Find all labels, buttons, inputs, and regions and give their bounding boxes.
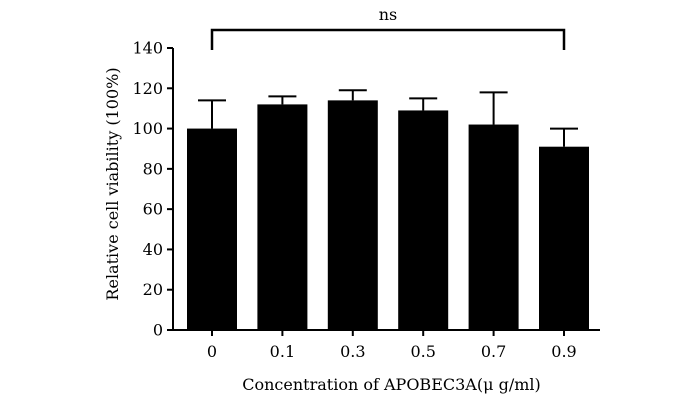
bar	[468, 124, 519, 331]
y-tick-label: 20	[143, 280, 163, 299]
x-tick-label: 0.1	[270, 342, 295, 361]
x-axis-title: Concentration of APOBEC3A(μ g/ml)	[242, 375, 540, 394]
bar	[257, 104, 308, 331]
significance-bracket: ns	[210, 5, 566, 50]
x-tick-label: 0.7	[481, 342, 506, 361]
x-tick-label: 0.5	[410, 342, 435, 361]
y-tick-label: 120	[132, 79, 163, 98]
error-bars	[198, 89, 578, 147]
x-tick-label: 0	[207, 342, 217, 361]
bar	[187, 128, 237, 330]
bar	[398, 110, 449, 330]
y-tick-label: 0	[153, 321, 163, 340]
bars	[187, 100, 589, 331]
x-tick-label: 0.3	[340, 342, 365, 361]
bar	[327, 100, 378, 330]
y-tick-label: 40	[143, 240, 163, 259]
x-ticks: 0 0.1 0.3 0.5 0.7 0.9	[207, 330, 577, 361]
significance-bracket-line	[210, 28, 566, 50]
y-ticks: 0 20 40 60 80 100 120 140	[132, 39, 173, 340]
y-tick-label: 100	[132, 119, 163, 138]
significance-label: ns	[379, 5, 398, 24]
x-tick-label: 0.9	[551, 342, 576, 361]
bar	[539, 146, 589, 330]
y-tick-label: 60	[143, 200, 163, 219]
y-axis-title: Relative cell viability (100%)	[103, 67, 122, 300]
y-tick-label: 140	[132, 39, 163, 58]
y-tick-label: 80	[143, 159, 163, 178]
axes	[172, 48, 600, 331]
